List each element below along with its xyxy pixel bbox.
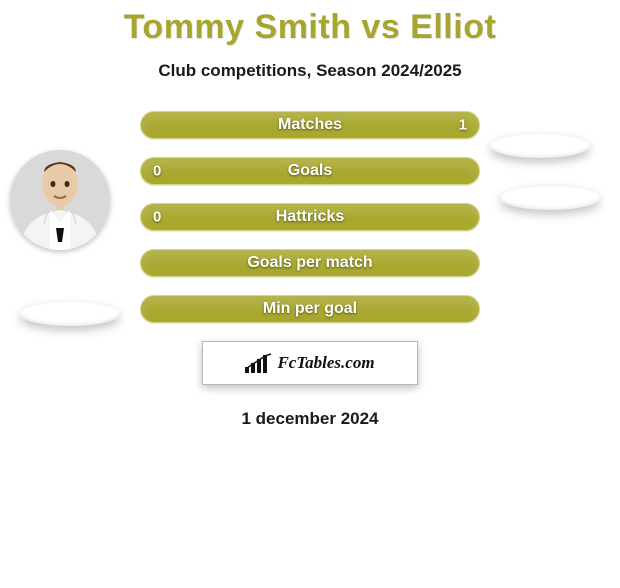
subtitle: Club competitions, Season 2024/2025: [0, 61, 620, 81]
stat-label: Matches: [278, 116, 342, 134]
stat-row-min-per-goal: Min per goal: [140, 295, 480, 323]
brand-box: FcTables.com: [202, 341, 418, 385]
stat-label: Goals: [288, 162, 332, 180]
stat-row-matches: Matches 1: [140, 111, 480, 139]
stat-label: Min per goal: [263, 300, 357, 318]
stat-left-value: 0: [153, 163, 161, 180]
brand-text: FcTables.com: [277, 353, 374, 373]
bars-icon: [245, 353, 273, 373]
stat-row-hattricks: 0 Hattricks: [140, 203, 480, 231]
stat-label: Goals per match: [247, 254, 372, 272]
stat-label: Hattricks: [276, 208, 344, 226]
stats-rows: Matches 1 0 Goals 0 Hattricks Goals per …: [0, 111, 620, 323]
date-text: 1 december 2024: [0, 409, 620, 429]
page-title: Tommy Smith vs Elliot: [0, 8, 620, 47]
stat-row-goals-per-match: Goals per match: [140, 249, 480, 277]
stat-right-value: 1: [459, 117, 467, 134]
stat-left-value: 0: [153, 209, 161, 226]
stat-row-goals: 0 Goals: [140, 157, 480, 185]
